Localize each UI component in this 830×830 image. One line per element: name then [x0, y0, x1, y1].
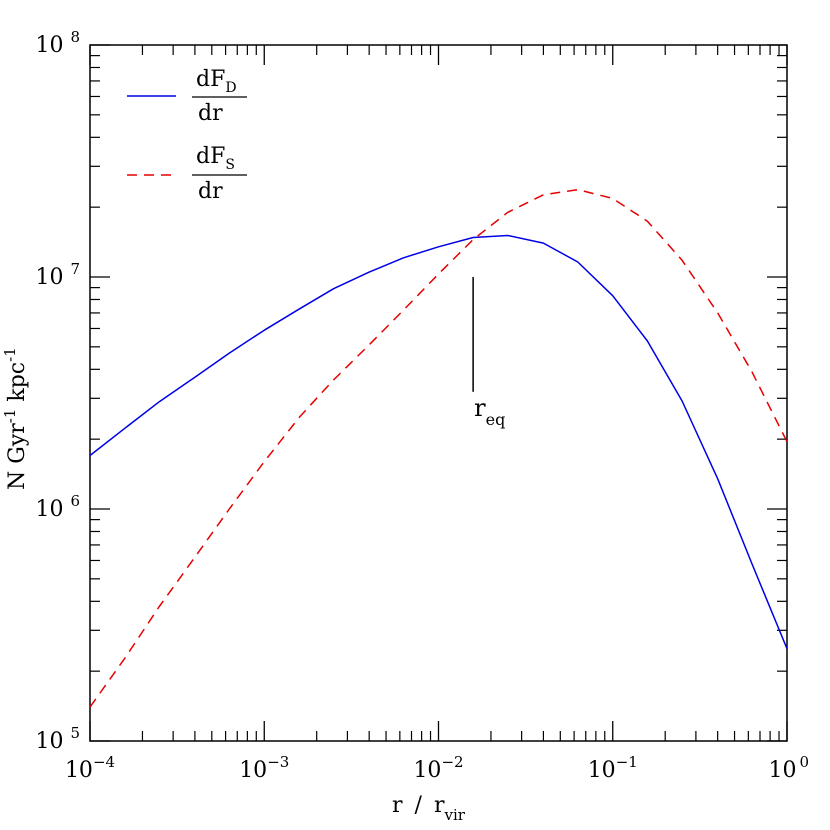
y-axis-label-p1: N Gyr	[5, 423, 30, 490]
series-line-d	[89, 234, 788, 649]
y-axis-label-sup2: -1	[1, 347, 19, 362]
legend-den-d: dr	[198, 101, 223, 126]
x-axis-label: r / rvir	[392, 793, 466, 824]
major-ticks	[89, 44, 788, 742]
legend-den-s: dr	[198, 179, 223, 204]
x-tick-label: 10−1	[588, 753, 638, 783]
x-tick-labels: 10−4 10−3 10−2 10−1 10 0	[65, 753, 809, 783]
x-tick-label: 10−2	[413, 753, 463, 783]
x-tick-label: 10−3	[239, 753, 289, 783]
legend-entry-d: dFD dr	[127, 67, 247, 126]
y-axis-label-sup1: -1	[1, 409, 19, 424]
y-axis-label: N Gyr-1 kpc-1	[1, 347, 30, 490]
y-axis-label-p2: kpc	[5, 362, 30, 409]
x-axis-label-sub: vir	[443, 806, 465, 824]
x-axis-label-sym: r	[434, 793, 445, 818]
x-tick-label: 10 0	[768, 753, 809, 783]
y-tick-label: 10 7	[35, 260, 80, 290]
series-layer	[89, 188, 788, 708]
y-tick-label: 10 6	[35, 492, 80, 522]
r-eq-label: req	[474, 394, 505, 429]
x-tick-label: 10−4	[65, 753, 115, 783]
legend: dFD dr dFS dr	[127, 67, 247, 204]
y-tick-label: 10 8	[35, 28, 80, 58]
legend-num-d: dFD	[196, 67, 237, 96]
y-tick-labels: 10 5 10 6 10 7 10 8	[35, 28, 80, 754]
r-eq-label-sub: eq	[486, 410, 506, 429]
r-eq-label-main: r	[474, 394, 486, 422]
x-axis-label-main: r	[392, 793, 403, 818]
plot-frame	[89, 44, 788, 742]
legend-entry-s: dFS dr	[127, 144, 247, 204]
legend-num-d-main: dF	[196, 67, 225, 92]
minor-ticks	[90, 45, 787, 741]
legend-num-s: dFS	[196, 144, 235, 173]
legend-num-s-sub: S	[225, 157, 235, 173]
legend-num-s-main: dF	[196, 144, 225, 169]
x-axis-label-sep: /	[415, 793, 423, 818]
y-tick-label: 10 5	[35, 724, 80, 754]
series-line-s	[89, 188, 788, 708]
legend-num-d-sub: D	[225, 80, 236, 96]
